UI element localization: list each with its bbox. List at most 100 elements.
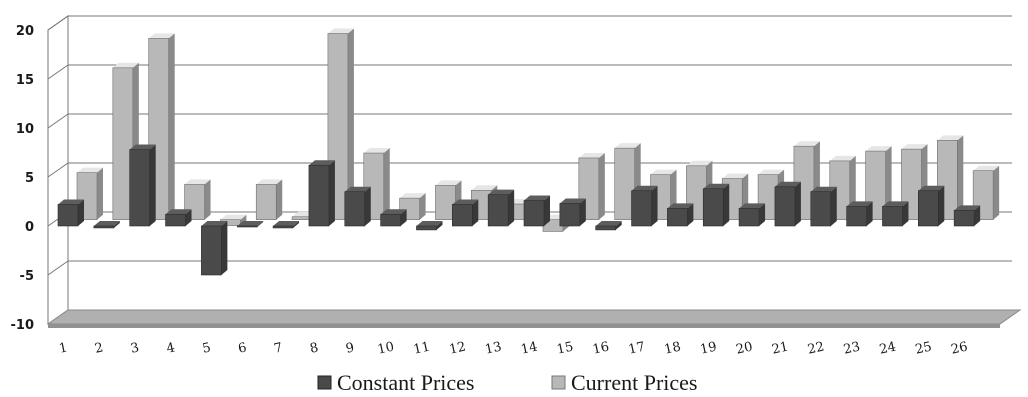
bar-front xyxy=(559,203,581,227)
bar-top xyxy=(846,201,873,207)
x-tick-label: 19 xyxy=(699,340,718,358)
bar-side xyxy=(97,167,103,220)
bar-top xyxy=(58,199,84,205)
x-tick-label: 13 xyxy=(484,340,503,358)
bar-front xyxy=(631,190,652,227)
bar-side xyxy=(221,221,228,275)
bar-side xyxy=(204,179,211,220)
bar-constant-prices xyxy=(882,201,909,227)
bar-top xyxy=(363,148,390,154)
bar-front xyxy=(236,225,258,228)
bar-constant-prices xyxy=(918,185,945,227)
bar-front xyxy=(918,190,939,227)
bar-top xyxy=(631,185,658,191)
bar-constant-prices xyxy=(595,221,622,231)
y-tick-label: 0 xyxy=(25,220,34,235)
x-tick-label: 26 xyxy=(950,340,969,358)
bar-front xyxy=(614,147,635,221)
x-tick-label: 5 xyxy=(201,340,212,356)
bar-constant-prices xyxy=(129,144,156,227)
bar-constant-prices xyxy=(93,221,120,229)
bar-constant-prices xyxy=(846,201,873,227)
bar-side xyxy=(938,185,945,226)
bar-side xyxy=(276,179,283,220)
bar-constant-prices xyxy=(452,199,479,227)
bar-top xyxy=(559,198,586,204)
bar-top xyxy=(220,214,247,220)
bar-top xyxy=(739,203,766,209)
bar-front xyxy=(882,206,903,227)
bar-top xyxy=(148,33,175,39)
bar-side xyxy=(974,205,981,226)
bar-top xyxy=(774,181,801,187)
bar-top xyxy=(667,203,694,209)
bar-top xyxy=(973,165,1000,171)
bar-front xyxy=(129,149,150,227)
x-tick-label: 18 xyxy=(663,340,682,358)
y-tick-label: 10 xyxy=(16,122,34,137)
bar-top xyxy=(201,221,228,226)
bar-side xyxy=(723,183,730,226)
bar-side xyxy=(113,221,120,228)
bar-side xyxy=(149,144,156,226)
bar-side xyxy=(436,221,443,230)
bar-side xyxy=(794,181,801,226)
bar-side xyxy=(993,165,1000,220)
bar-front xyxy=(416,225,437,231)
bar-series xyxy=(57,28,1000,276)
bar-constant-prices xyxy=(57,199,84,227)
bar-side xyxy=(651,185,658,226)
x-tick-label: 4 xyxy=(165,340,176,356)
bar-constant-prices xyxy=(272,221,300,229)
bar-constant-prices xyxy=(165,209,192,227)
floor-top xyxy=(46,309,1022,325)
bar-top xyxy=(256,179,283,185)
bar-side xyxy=(579,198,586,226)
bar-side xyxy=(400,209,407,226)
bar-constant-prices xyxy=(236,221,264,228)
x-tick-label: 21 xyxy=(771,340,790,358)
bar-side xyxy=(383,148,390,220)
bar-side xyxy=(185,209,192,226)
bar-constant-prices xyxy=(559,198,586,227)
bar-current-prices xyxy=(255,179,283,220)
y-tick-label: -5 xyxy=(20,269,34,284)
bar-constant-prices xyxy=(667,203,694,227)
bar-constant-prices xyxy=(487,189,515,227)
x-tick-label: 24 xyxy=(878,340,897,358)
bar-constant-prices xyxy=(380,209,407,227)
bar-top xyxy=(273,221,300,226)
bar-side xyxy=(508,189,515,226)
bar-top xyxy=(165,209,192,215)
gridline-side xyxy=(47,15,69,31)
x-tick-label: 9 xyxy=(344,340,355,356)
bar-front xyxy=(702,188,724,227)
y-tick-label: 20 xyxy=(16,24,34,39)
x-tick-label: 3 xyxy=(129,340,140,356)
gridline-side xyxy=(47,260,69,276)
x-tick-label: 1 xyxy=(58,340,69,356)
bar-front xyxy=(344,191,366,227)
bar-top xyxy=(380,209,407,215)
bar-front xyxy=(57,204,79,227)
x-tick-label: 2 xyxy=(94,340,105,356)
bar-side xyxy=(472,199,479,226)
bar-side xyxy=(687,203,694,226)
bar-side xyxy=(885,146,892,220)
x-tick-label: 23 xyxy=(842,340,861,358)
bar-constant-prices xyxy=(344,186,371,227)
bar-top xyxy=(399,193,426,199)
bar-side xyxy=(598,152,605,220)
y-tick-label: 5 xyxy=(25,171,34,186)
bar-top xyxy=(918,185,945,191)
bar-top xyxy=(237,221,264,226)
bar-top xyxy=(882,201,909,207)
x-tick-label: 20 xyxy=(735,340,754,358)
bar-front xyxy=(308,164,330,227)
x-tick-label: 6 xyxy=(237,340,248,356)
bar-top xyxy=(650,169,677,175)
bar-side xyxy=(830,186,837,226)
bar-front xyxy=(452,204,473,227)
bar-constant-prices xyxy=(308,160,335,227)
